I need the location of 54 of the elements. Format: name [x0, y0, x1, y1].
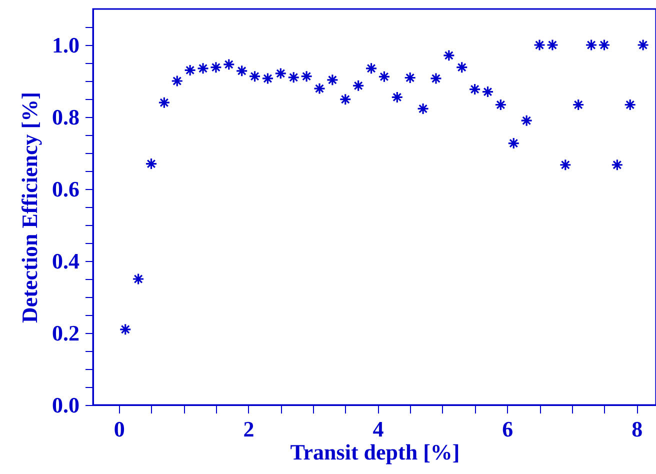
- point: [404, 72, 416, 84]
- point: [378, 70, 390, 83]
- y-tick-label: 0.8: [52, 104, 80, 130]
- point: [430, 72, 442, 85]
- point: [352, 80, 364, 92]
- point: [494, 98, 507, 111]
- point: [533, 38, 546, 52]
- point: [171, 74, 184, 88]
- point: [416, 102, 430, 115]
- y-tick-label: 0.2: [52, 320, 80, 346]
- x-tick-label: 2: [243, 416, 254, 442]
- point: [508, 137, 520, 150]
- x-tick-label: 6: [502, 416, 514, 442]
- point: [611, 158, 624, 171]
- y-tick-label: 0.6: [52, 176, 80, 202]
- point: [598, 38, 610, 52]
- y-tick-label: 1.0: [52, 32, 80, 58]
- point: [132, 272, 144, 286]
- point: [391, 91, 404, 104]
- point: [482, 86, 494, 98]
- point: [119, 323, 132, 336]
- y-axis-title: Detection Efficiency [%]: [17, 92, 42, 323]
- y-tick-label: 0.4: [52, 248, 80, 274]
- point: [274, 67, 287, 80]
- point: [365, 62, 378, 74]
- point: [637, 38, 650, 52]
- point: [262, 72, 274, 85]
- x-tick-label: 0: [114, 416, 125, 442]
- point: [210, 61, 222, 74]
- point: [585, 38, 598, 52]
- point: [236, 64, 248, 77]
- point: [442, 49, 455, 62]
- point: [145, 158, 158, 170]
- point: [313, 82, 326, 95]
- point: [300, 70, 313, 82]
- point: [288, 71, 300, 84]
- point: [468, 83, 481, 96]
- y-tick-label: 0.0: [52, 392, 80, 418]
- x-axis-title: Transit depth [%]: [290, 440, 460, 464]
- point: [339, 93, 352, 106]
- point: [624, 98, 636, 111]
- x-tick-label: 8: [632, 416, 643, 442]
- point: [184, 64, 196, 76]
- point: [456, 61, 468, 74]
- point: [520, 114, 533, 127]
- point: [248, 70, 261, 82]
- point: [326, 74, 338, 86]
- point: [559, 158, 572, 171]
- point: [196, 62, 210, 74]
- point: [572, 98, 584, 111]
- point: [546, 38, 559, 52]
- x-tick-label: 4: [372, 416, 384, 442]
- point: [222, 58, 235, 70]
- point: [158, 96, 170, 109]
